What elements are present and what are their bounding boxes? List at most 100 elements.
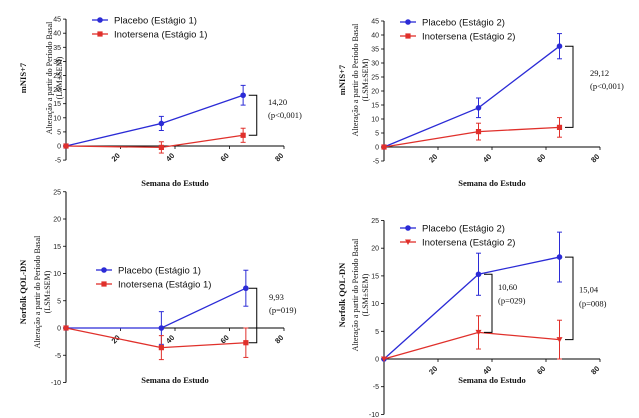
- y-tick-label: 5: [375, 329, 379, 336]
- y-tick-label: 15: [53, 244, 61, 251]
- series-line-1: [383, 45, 560, 148]
- legend-label: Inotersena (Estágio 1): [118, 280, 211, 291]
- annotation-text: (p=029): [498, 296, 526, 306]
- legend-label: Inotersena (Estágio 1): [114, 30, 207, 41]
- legend-marker: [405, 239, 411, 245]
- significance-bracket: [248, 94, 258, 136]
- y-tick-label: 5: [375, 131, 379, 138]
- x-axis-label: Semana do Estudo: [458, 178, 526, 188]
- y-axis-sublabel: (LSM±SEM): [55, 56, 64, 99]
- chart-panel-2: -5 0 5 10 15 20 25 30 35 40 45 20 40 60 80 Placebo (Est…: [337, 18, 624, 189]
- y-tick-label: -5: [373, 384, 379, 391]
- data-point: [556, 124, 563, 130]
- chart-panel-1: -5 0 5 10 15 20 25 30 35 40 45 20 40 60 80 Placebo (Est…: [18, 16, 302, 189]
- x-tick-label: 20: [110, 151, 122, 163]
- significance-bracket: [565, 45, 574, 128]
- x-tick-label: 40: [164, 151, 176, 163]
- x-tick-label: 20: [427, 152, 439, 164]
- y-tick-label: 15: [53, 101, 61, 108]
- y-tick-label: -10: [51, 380, 61, 387]
- y-tick-label: 20: [53, 217, 61, 224]
- x-tick-label: 20: [427, 364, 439, 376]
- y-tick-label: 0: [57, 326, 61, 333]
- annotation-text: 29,12: [590, 68, 609, 78]
- data-point: [475, 105, 482, 111]
- data-point: [556, 337, 563, 343]
- significance-bracket: [248, 287, 258, 344]
- legend-marker: [97, 31, 103, 37]
- y-axis-label: Alteração a partir do Período Basal: [351, 238, 360, 351]
- y-tick-label: -5: [55, 353, 61, 360]
- y-tick-label: -10: [369, 412, 379, 418]
- legend-label: Placebo (Estágio 2): [422, 224, 505, 235]
- data-point: [240, 92, 246, 99]
- legend-label: Placebo (Estágio 1): [118, 266, 201, 277]
- data-point: [240, 132, 246, 138]
- series-line-1: [66, 287, 247, 329]
- series-line-1: [383, 256, 560, 360]
- annotation-text: (p=008): [579, 298, 607, 308]
- data-point: [381, 356, 387, 362]
- legend-marker: [101, 281, 107, 287]
- y-tick-label: 25: [53, 189, 61, 196]
- annotation-text: 14,20: [268, 97, 287, 107]
- y-tick-label: 25: [371, 75, 379, 82]
- data-point: [158, 325, 165, 331]
- y-axis-sublabel: (LSM±SEM): [361, 273, 370, 316]
- y-axis-sublabel: (LSM±SEM): [43, 270, 52, 313]
- x-tick-label: 80: [273, 333, 285, 345]
- annotation-text: 15,04: [579, 285, 599, 295]
- annotation-text: 10,60: [498, 282, 517, 292]
- y-tick-label: 10: [53, 271, 61, 278]
- y-tick-label: -5: [373, 159, 379, 166]
- y-tick-label: 15: [371, 103, 379, 110]
- y-axis-label: Alteração a partir do Período Basal: [33, 235, 42, 348]
- y-axis-label: Alteração a partir do Período Basal: [351, 23, 360, 136]
- legend-label: Inotersena (Estágio 2): [422, 238, 515, 249]
- y-tick-label: 5: [57, 129, 61, 136]
- y-tick-label: -5: [55, 158, 61, 165]
- y-axis-title: Norfolk QOL-DN: [337, 262, 347, 327]
- legend-marker: [405, 33, 411, 39]
- series-line-2: [383, 126, 560, 148]
- y-tick-label: 5: [57, 298, 61, 305]
- data-point: [556, 43, 563, 49]
- x-tick-label: 60: [219, 151, 231, 163]
- y-tick-label: 20: [371, 246, 379, 253]
- x-tick-label: 80: [273, 151, 285, 163]
- significance-bracket: [565, 256, 574, 341]
- data-point: [556, 254, 563, 260]
- y-tick-label: 20: [53, 87, 61, 94]
- y-tick-label: 10: [53, 115, 61, 122]
- y-tick-label: 20: [371, 89, 379, 96]
- legend-marker: [97, 17, 103, 23]
- data-point: [475, 271, 482, 278]
- y-tick-label: 45: [371, 19, 379, 26]
- legend-marker: [101, 267, 107, 273]
- x-axis-label: Semana do Estudo: [141, 375, 209, 385]
- y-axis-title: mNIS+7: [18, 62, 28, 93]
- x-tick-label: 60: [535, 152, 547, 164]
- y-axis-sublabel: (LSM±SEM): [361, 58, 370, 101]
- legend-label: Inotersena (Estágio 2): [422, 32, 515, 43]
- y-tick-label: 25: [371, 218, 379, 225]
- y-tick-label: 35: [53, 45, 61, 52]
- y-axis-label: Alteração a partir do Período Basal: [45, 21, 54, 134]
- significance-bracket: [484, 273, 493, 333]
- data-point: [475, 329, 482, 336]
- annotation-text: (p=019): [269, 305, 297, 315]
- data-point: [158, 144, 164, 151]
- data-point: [381, 144, 387, 150]
- data-point: [243, 340, 249, 346]
- annotation-text: (p<0,001): [590, 81, 624, 91]
- y-tick-label: 0: [375, 357, 379, 364]
- legend-marker: [405, 19, 411, 25]
- y-tick-label: 10: [371, 117, 379, 124]
- x-tick-label: 40: [164, 333, 176, 345]
- y-tick-label: 30: [371, 61, 379, 68]
- x-tick-label: 60: [535, 364, 547, 376]
- data-point: [158, 120, 165, 127]
